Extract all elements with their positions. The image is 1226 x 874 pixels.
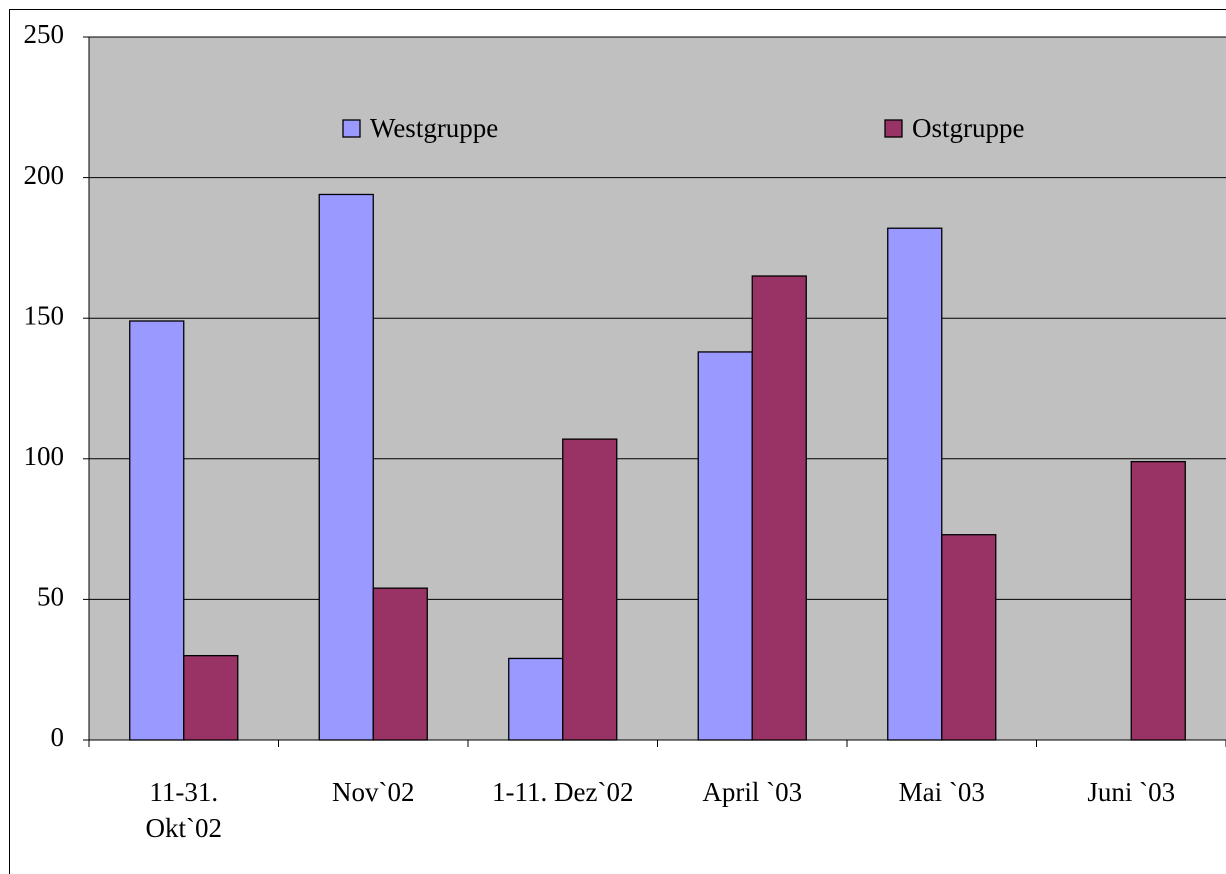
x-tick-label: 1-11. Dez`02 <box>492 777 634 807</box>
y-tick-label: 50 <box>37 582 64 612</box>
bar <box>751 275 807 741</box>
x-tick-label: Mai `03 <box>898 777 985 807</box>
legend-swatch <box>884 119 903 138</box>
bar <box>941 534 997 741</box>
bar <box>508 657 564 741</box>
plot-area <box>89 37 1226 740</box>
y-tick-label: 0 <box>51 722 65 752</box>
x-tick-label: Nov`02 <box>332 777 415 807</box>
bar <box>887 227 943 741</box>
y-tick-label: 150 <box>24 300 65 330</box>
y-tick-label: 250 <box>24 19 65 49</box>
y-tick-label: 100 <box>24 441 65 471</box>
bar <box>372 587 428 741</box>
bar <box>1130 460 1186 741</box>
bar <box>183 654 239 741</box>
legend-label: Ostgruppe <box>912 113 1024 143</box>
y-tick-label: 200 <box>24 160 65 190</box>
chart-frame <box>9 9 1226 874</box>
x-tick-label: April `03 <box>702 777 803 807</box>
legend-swatch <box>342 119 361 138</box>
x-tick-label: Juni `03 <box>1087 777 1176 807</box>
x-tick-label: 11-31. Okt`02 <box>145 777 223 843</box>
bar <box>129 320 185 741</box>
bar <box>318 193 374 741</box>
bar <box>697 351 753 741</box>
legend-label: Westgruppe <box>370 113 498 143</box>
bar <box>562 438 618 741</box>
